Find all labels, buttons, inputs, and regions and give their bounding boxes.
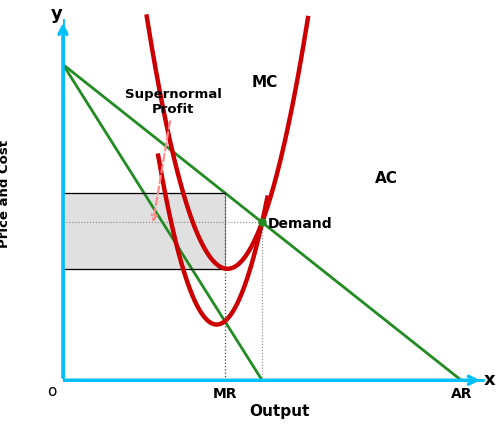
Text: AC: AC (374, 171, 398, 186)
Text: MC: MC (252, 75, 278, 90)
Text: Demand: Demand (268, 217, 332, 231)
Bar (63, 193, 225, 269)
Text: MR: MR (212, 387, 237, 402)
Text: Price and Cost: Price and Cost (0, 140, 11, 248)
Text: Supernormal
Profit: Supernormal Profit (125, 88, 222, 220)
Text: Output: Output (249, 404, 310, 419)
Text: o: o (48, 384, 57, 399)
Text: AR: AR (450, 387, 472, 402)
Text: x: x (484, 371, 495, 389)
Text: y: y (50, 5, 62, 23)
